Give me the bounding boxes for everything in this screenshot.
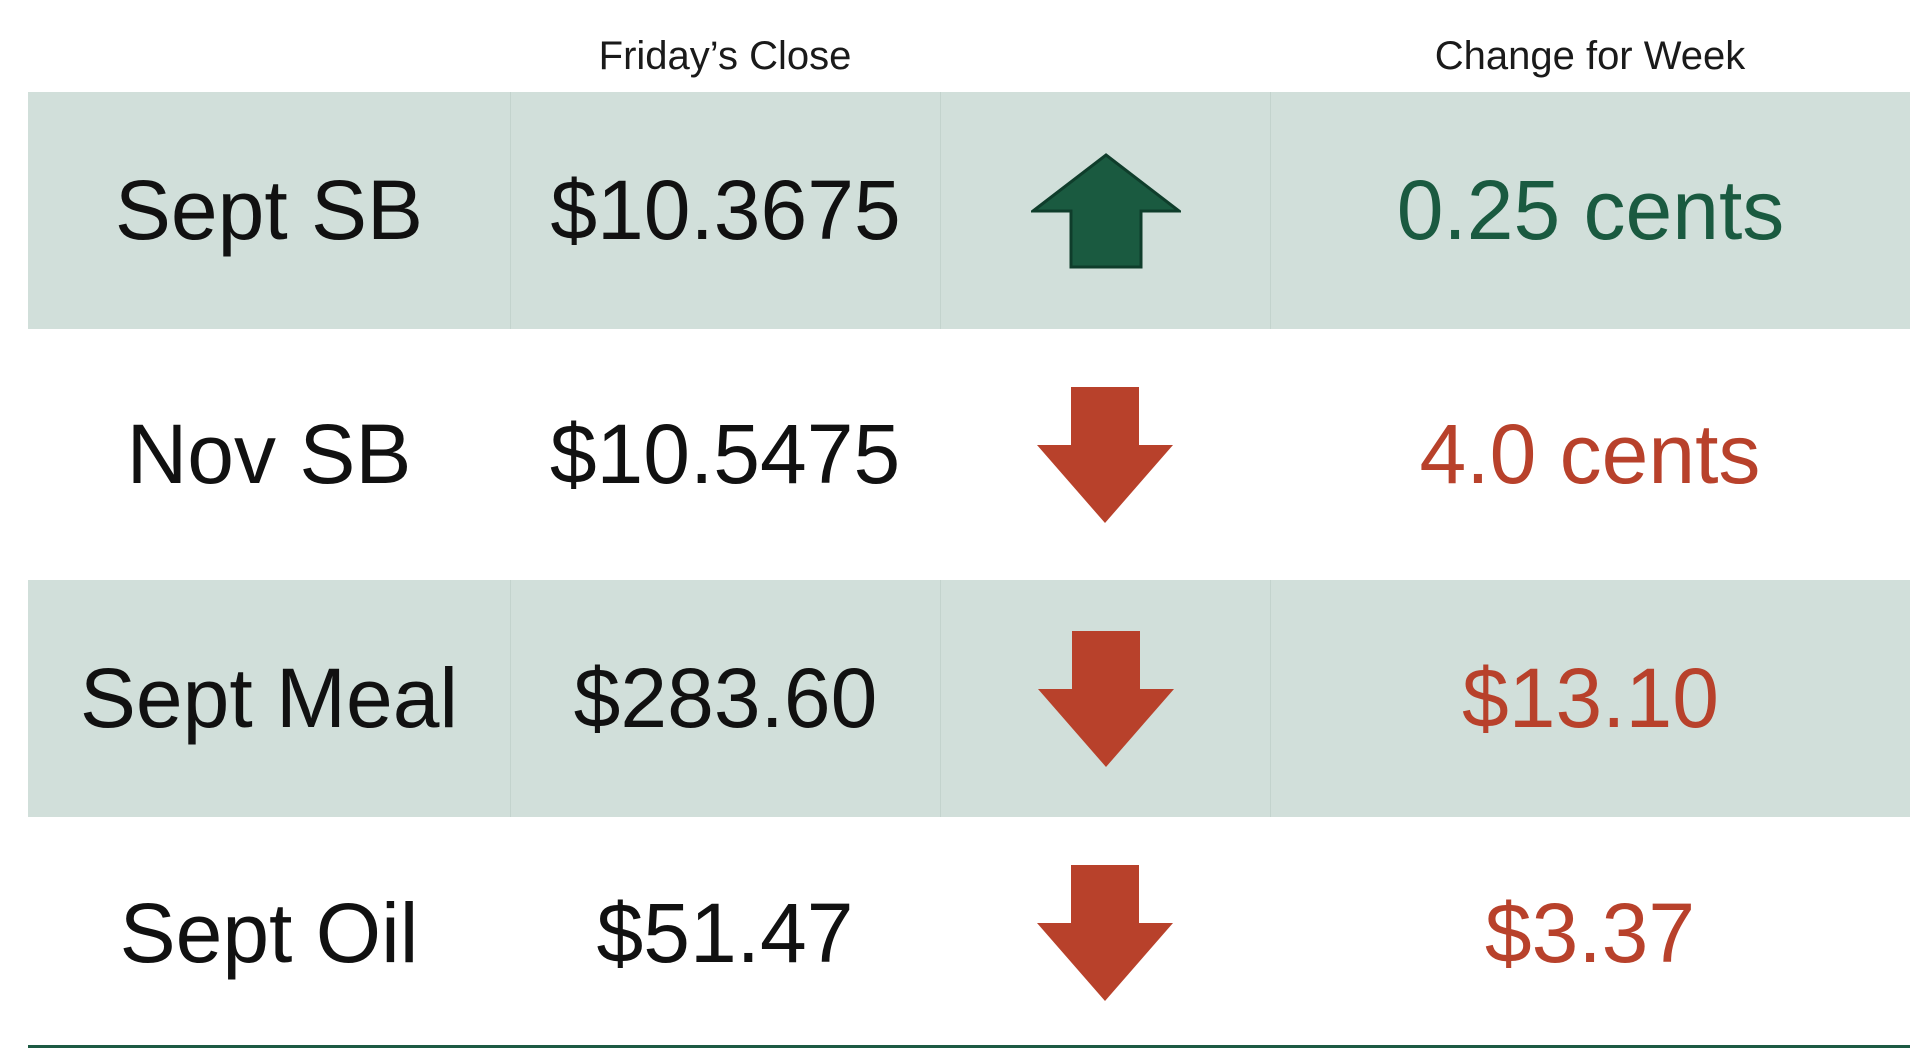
arrow-down-icon [1037,386,1173,523]
weekly-change-value: $13.10 [1462,651,1719,745]
commodity-name: Sept Meal [79,651,459,745]
direction-cell [940,329,1270,580]
weekly-change-value: 4.0 cents [1419,407,1761,501]
weekly-change-value: $3.37 [1484,885,1696,980]
friday-close-value: $283.60 [573,651,878,745]
weekly-change-cell: 4.0 cents [1270,329,1910,580]
weekly-change-cell: 0.25 cents [1270,92,1910,329]
arrow-up-icon [1030,152,1181,268]
commodity-name-cell: Sept Oil [28,817,510,1049]
commodity-name: Sept SB [114,163,424,257]
column-header-change-for-week: Change for Week [1434,34,1746,78]
commodity-name: Sept Oil [119,885,419,980]
friday-close-cell: $10.5475 [510,329,940,580]
friday-close-value: $10.3675 [550,163,901,257]
friday-close-cell: $10.3675 [510,92,940,329]
table-row-sept-sb: Sept SB $10.3675 0.25 cents [28,92,1910,329]
price-table: Sept SB $10.3675 0.25 cents Nov SB $10.5… [28,92,1910,1049]
bottom-rule [28,1045,1910,1048]
table-row-nov-sb: Nov SB $10.5475 4.0 cents [28,329,1910,580]
weekly-change-cell: $13.10 [1270,580,1910,817]
commodity-name-cell: Nov SB [28,329,510,580]
table-row-sept-oil: Sept Oil $51.47 $3.37 [28,817,1910,1049]
arrow-down-icon [1037,865,1173,1001]
friday-close-value: $10.5475 [549,407,901,501]
commodity-name: Nov SB [126,407,412,501]
friday-close-cell: $51.47 [510,817,940,1049]
direction-cell [940,817,1270,1049]
arrow-down-icon [1037,630,1174,767]
direction-cell [940,580,1270,817]
friday-close-cell: $283.60 [510,580,940,817]
weekly-change-value: 0.25 cents [1396,163,1785,257]
commodity-name-cell: Sept SB [28,92,510,329]
friday-close-value: $51.47 [596,885,854,980]
direction-cell [940,92,1270,329]
column-header-fridays-close: Friday’s Close [598,34,852,78]
commodity-name-cell: Sept Meal [28,580,510,817]
table-row-sept-meal: Sept Meal $283.60 $13.10 [28,580,1910,817]
weekly-change-cell: $3.37 [1270,817,1910,1049]
